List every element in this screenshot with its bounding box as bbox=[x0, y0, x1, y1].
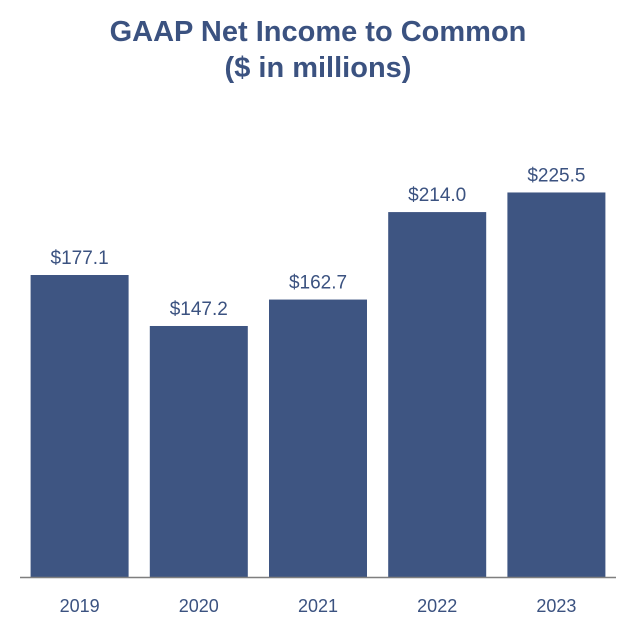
value-label-2022: $214.0 bbox=[408, 185, 466, 206]
chart-title: GAAP Net Income to Common bbox=[109, 16, 527, 48]
bar-2020 bbox=[149, 325, 248, 577]
value-label-2019: $177.1 bbox=[51, 248, 109, 269]
bars-group bbox=[30, 192, 606, 577]
x-tick-label-2020: 2020 bbox=[179, 596, 219, 616]
value-labels-group: $177.1 $147.2 $162.7 $214.0 $225.5 bbox=[51, 165, 586, 320]
x-tick-labels-group: 2019 2020 2021 2022 2023 bbox=[60, 596, 577, 616]
value-label-2023: $225.5 bbox=[527, 165, 585, 186]
bar-2019 bbox=[30, 275, 129, 577]
bar-2022 bbox=[388, 212, 487, 577]
value-label-2021: $162.7 bbox=[289, 273, 347, 294]
x-tick-label-2023: 2023 bbox=[536, 596, 576, 616]
value-label-2020: $147.2 bbox=[170, 299, 228, 320]
x-tick-label-2019: 2019 bbox=[60, 596, 100, 616]
x-tick-label-2021: 2021 bbox=[298, 596, 338, 616]
bar-2023 bbox=[507, 192, 606, 577]
bar-2021 bbox=[269, 299, 367, 577]
x-tick-label-2022: 2022 bbox=[417, 596, 457, 616]
chart-subtitle: ($ in millions) bbox=[224, 52, 412, 84]
chart-title-block: GAAP Net Income to Common ($ in millions… bbox=[0, 14, 636, 86]
